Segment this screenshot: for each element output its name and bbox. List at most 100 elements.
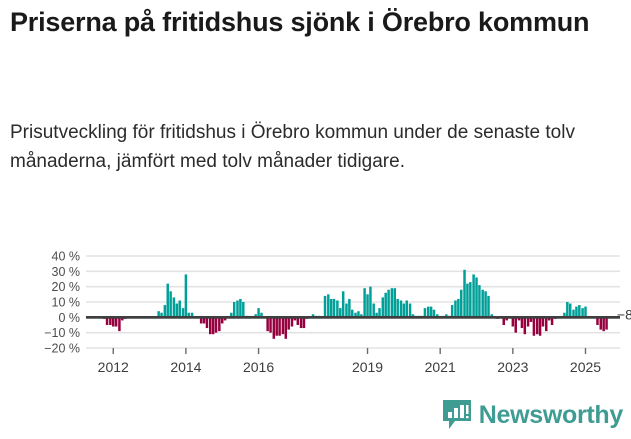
bar bbox=[163, 305, 167, 318]
bar bbox=[463, 269, 466, 318]
bar bbox=[178, 300, 181, 318]
bar bbox=[181, 308, 185, 318]
bar bbox=[602, 317, 605, 332]
bar bbox=[281, 317, 285, 335]
bar bbox=[393, 288, 397, 318]
bar bbox=[190, 312, 194, 318]
bar bbox=[345, 303, 348, 318]
bar bbox=[218, 317, 221, 332]
bar bbox=[538, 317, 542, 336]
bar bbox=[469, 282, 472, 318]
bar bbox=[572, 309, 575, 318]
last-value-annotation: −8 % bbox=[617, 307, 631, 323]
bar bbox=[299, 317, 303, 329]
newsworthy-logo: Newsworthy bbox=[442, 399, 623, 431]
bar bbox=[487, 295, 490, 318]
bar bbox=[502, 317, 505, 325]
bar bbox=[526, 317, 530, 327]
bar bbox=[514, 317, 517, 333]
bar bbox=[284, 317, 288, 339]
bar bbox=[278, 317, 281, 336]
bar bbox=[296, 317, 300, 325]
bar bbox=[184, 274, 188, 318]
bar bbox=[372, 303, 375, 318]
bar bbox=[384, 292, 387, 318]
bar bbox=[236, 300, 239, 318]
bar bbox=[172, 297, 176, 318]
bar bbox=[581, 308, 584, 318]
bar bbox=[332, 298, 336, 318]
x-axis-tick-label: 2019 bbox=[352, 359, 383, 375]
bar bbox=[541, 317, 545, 327]
bar bbox=[220, 317, 224, 324]
bar bbox=[529, 317, 533, 322]
chart-plot-area: 40 % 30 % 20 % 10 % 0 % −10 % −20 % 2012 2014 201… bbox=[0, 240, 631, 390]
bar bbox=[118, 317, 121, 332]
bar bbox=[354, 312, 357, 318]
bar bbox=[387, 289, 390, 318]
bar bbox=[302, 317, 306, 329]
bar bbox=[454, 300, 457, 318]
bar bbox=[484, 291, 487, 318]
bar bbox=[329, 298, 333, 318]
bar bbox=[351, 309, 354, 318]
bar bbox=[399, 300, 403, 318]
bar bbox=[269, 317, 272, 333]
bar bbox=[578, 305, 581, 318]
y-axis-tick-label: 40 % bbox=[52, 250, 81, 264]
x-axis-tick-label: 2025 bbox=[570, 359, 601, 375]
bar bbox=[432, 309, 436, 318]
page-title: Priserna på fritidshus sjönk i Örebro ko… bbox=[10, 7, 590, 37]
bar bbox=[523, 317, 527, 335]
bar bbox=[311, 314, 315, 318]
bar-chart-speech-bubble-icon bbox=[442, 400, 471, 429]
bar bbox=[475, 277, 478, 318]
bar bbox=[360, 314, 363, 318]
bar bbox=[490, 314, 494, 318]
bar bbox=[481, 289, 484, 318]
bar bbox=[575, 306, 578, 318]
bar bbox=[584, 306, 587, 318]
x-axis-tick-label: 2023 bbox=[497, 359, 528, 375]
bar bbox=[429, 306, 433, 318]
chart-subtitle: Prisutveckling för fritidshus i Örebro k… bbox=[10, 122, 575, 172]
bar bbox=[254, 314, 257, 318]
bar bbox=[114, 317, 118, 327]
bar bbox=[375, 312, 378, 318]
bar bbox=[202, 317, 206, 324]
bar bbox=[214, 317, 218, 333]
bar bbox=[381, 297, 385, 318]
newsworthy-wordmark: Newsworthy bbox=[478, 400, 624, 429]
bar bbox=[327, 294, 330, 318]
bar bbox=[287, 317, 290, 330]
bar bbox=[445, 314, 448, 318]
bar bbox=[550, 317, 554, 325]
bar bbox=[341, 291, 345, 318]
bar bbox=[532, 317, 536, 336]
bar bbox=[535, 317, 539, 335]
bar bbox=[199, 317, 203, 324]
x-axis-tick-label: 2012 bbox=[98, 359, 129, 375]
bar bbox=[563, 312, 566, 318]
bar bbox=[175, 303, 179, 318]
bar bbox=[160, 312, 163, 318]
bar bbox=[450, 305, 454, 318]
bar bbox=[599, 317, 602, 330]
bar bbox=[230, 312, 233, 318]
bar bbox=[511, 317, 515, 327]
bar bbox=[466, 283, 469, 318]
bar bbox=[426, 306, 430, 318]
bar bbox=[242, 302, 245, 318]
bar bbox=[378, 308, 381, 318]
bar bbox=[517, 317, 521, 321]
bar bbox=[112, 317, 115, 327]
bar bbox=[290, 317, 294, 327]
bar bbox=[169, 291, 172, 318]
y-axis-tick-label: 10 % bbox=[52, 296, 81, 310]
bar bbox=[232, 302, 236, 318]
bar bbox=[211, 317, 215, 335]
bar bbox=[223, 317, 227, 321]
bar bbox=[266, 317, 269, 332]
bar bbox=[460, 289, 463, 318]
